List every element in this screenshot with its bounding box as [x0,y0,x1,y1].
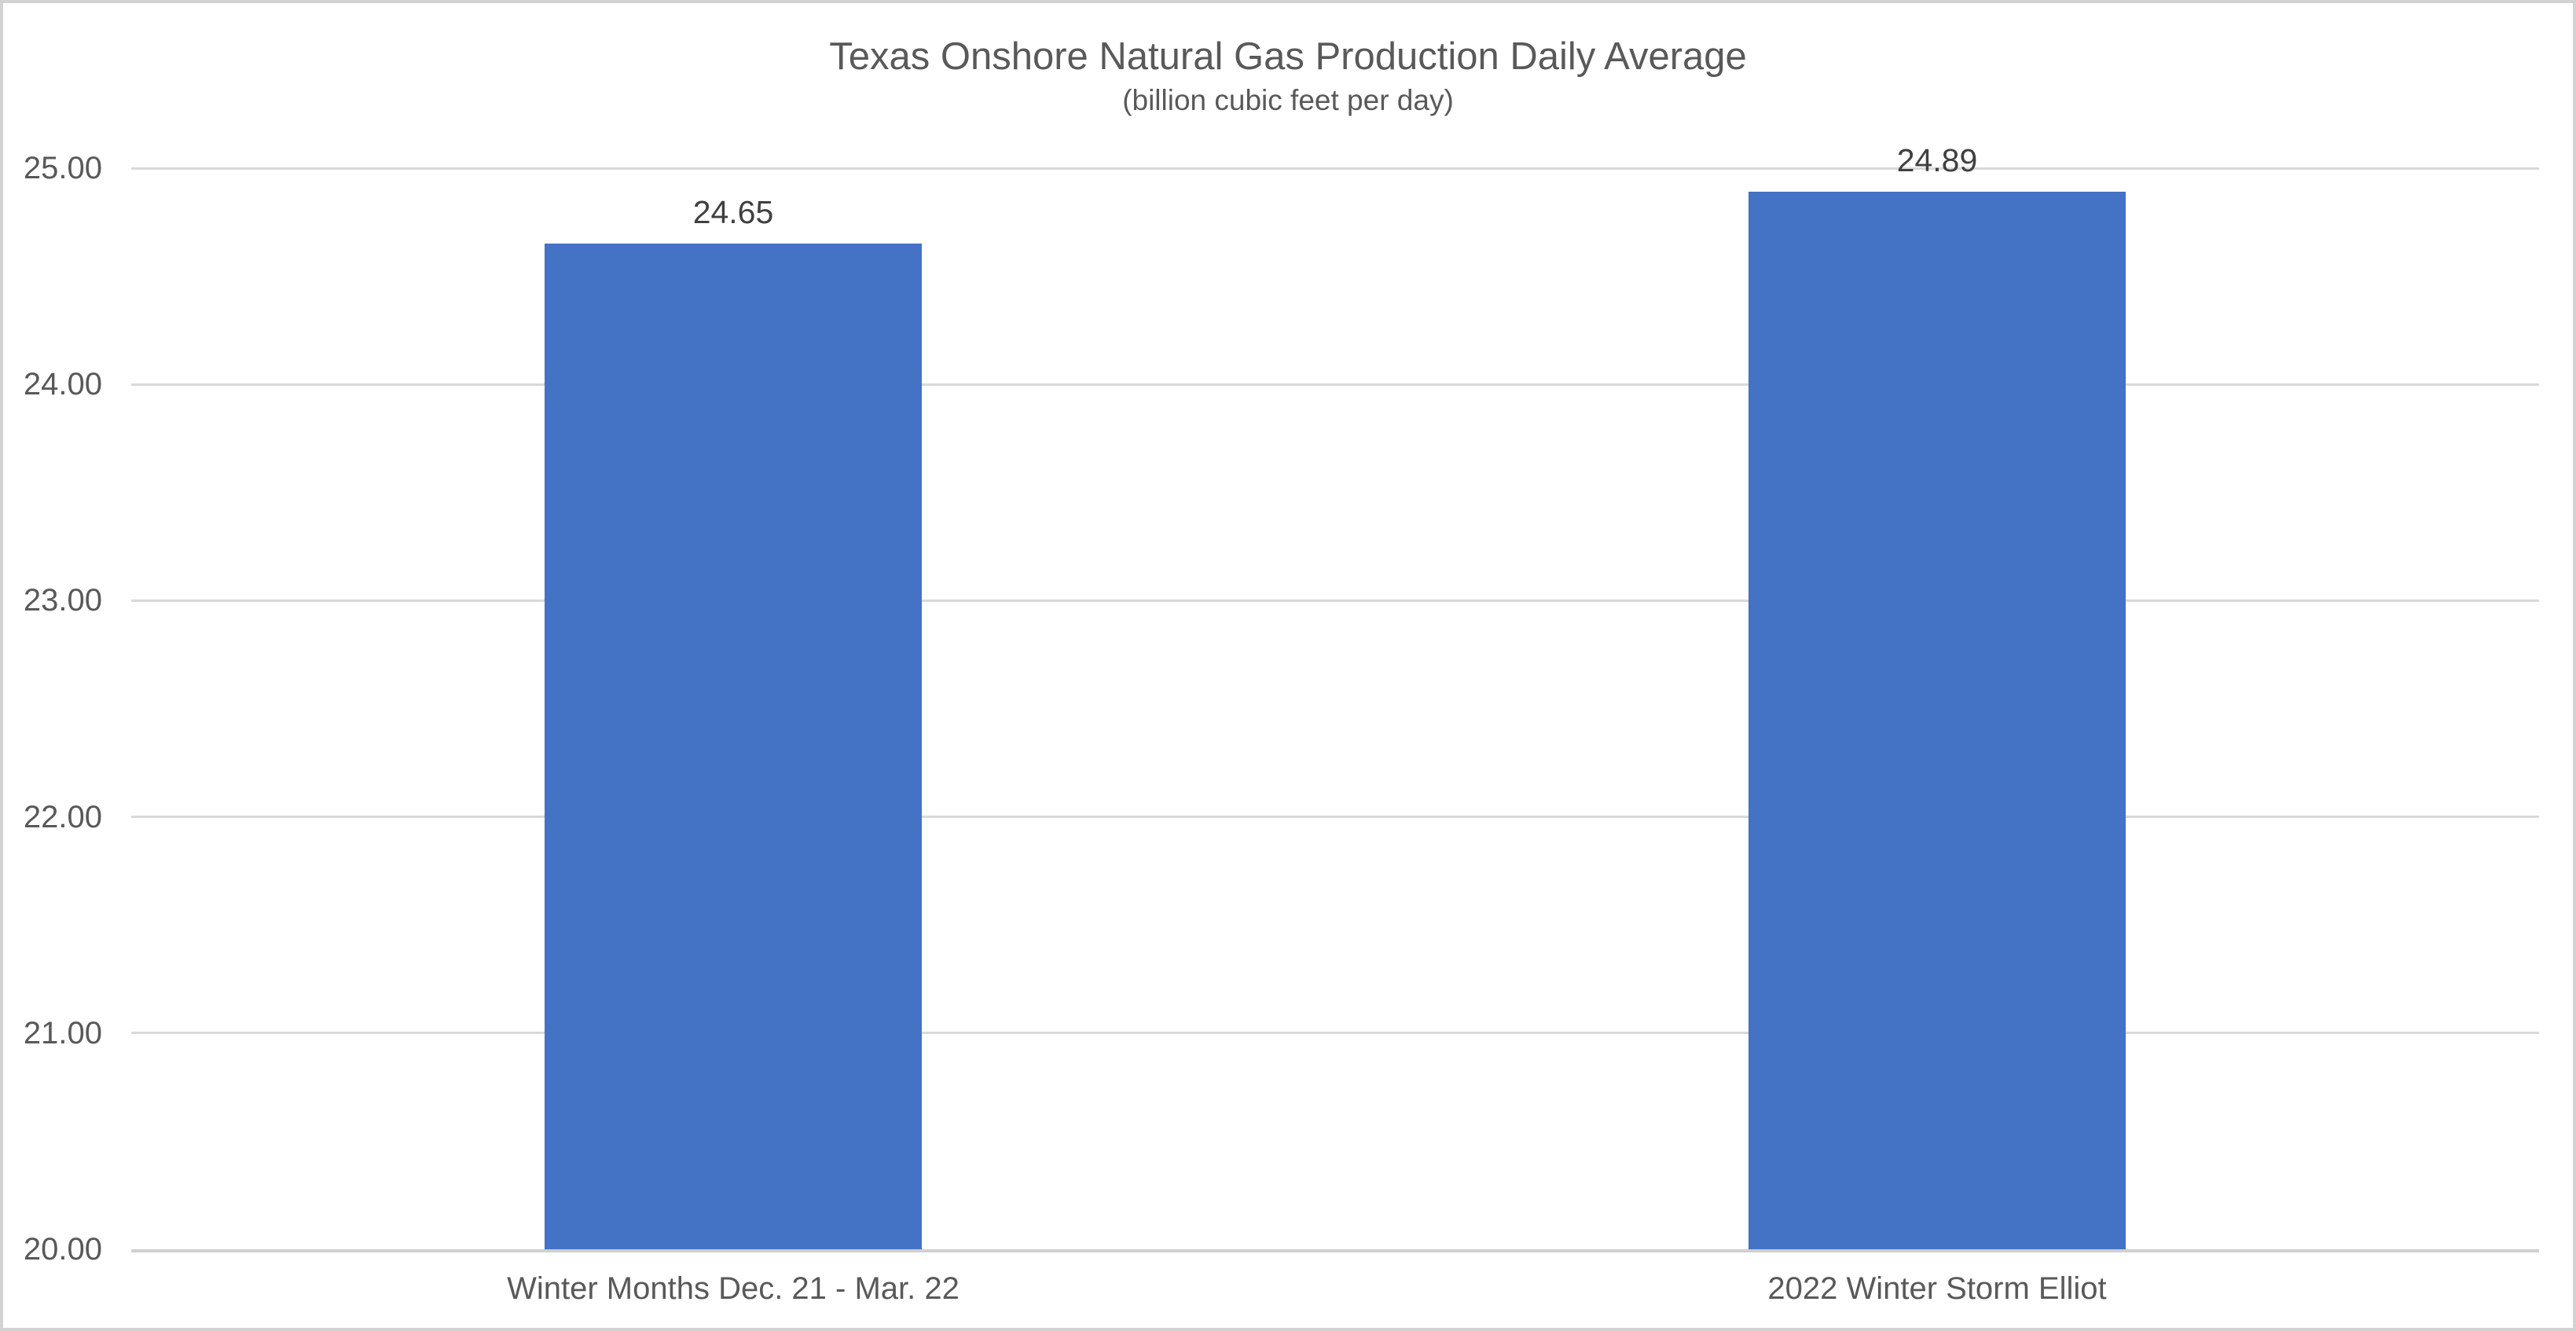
data-label: 24.65 [692,194,774,231]
gridline [131,599,2539,602]
y-axis-tick-label: 20.00 [23,1232,102,1267]
plot-area: 20.00 21.00 22.00 23.00 24.00 25.00 24.65 Winte… [3,3,2573,1328]
y-axis-tick-label: 24.00 [23,367,102,402]
y-axis-tick-label: 25.00 [23,151,102,185]
gridline [131,1032,2539,1035]
y-axis-tick-label: 23.00 [23,583,102,618]
x-axis-category-label: 2022 Winter Storm Elliot [1767,1271,2107,1306]
bar [1749,192,2126,1249]
gridline [131,167,2539,170]
chart-subtitle: (billion cubic feet per day) [1122,84,1454,116]
gridline [131,383,2539,386]
chart-title: Texas Onshore Natural Gas Production Dai… [829,35,1747,78]
data-label: 24.89 [1896,142,1978,179]
y-axis-tick-label: 22.00 [23,799,102,834]
y-axis-tick-label: 21.00 [23,1015,102,1050]
bar [545,244,922,1249]
x-axis-category-label: Winter Months Dec. 21 - Mar. 22 [507,1271,960,1306]
gridline [131,816,2539,819]
x-axis-line [131,1249,2539,1252]
